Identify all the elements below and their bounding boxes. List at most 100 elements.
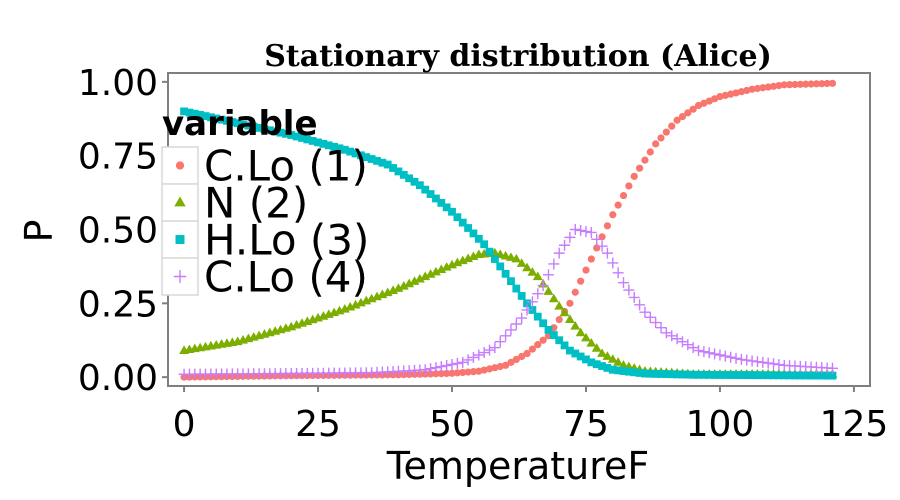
data-point [496,362,504,371]
data-point [748,85,756,93]
data-point [634,299,646,311]
data-point [480,366,488,374]
data-point [732,371,740,379]
data-point [469,368,478,376]
data-point [737,371,746,379]
data-point [652,140,660,148]
data-point [785,371,794,380]
data-point [549,331,558,339]
data-point [709,348,721,360]
data-point [527,267,538,276]
data-point [281,129,290,138]
data-point [308,137,317,145]
data-point [699,370,708,379]
data-point [459,368,467,377]
data-point [436,264,447,274]
data-point [451,357,463,369]
data-point [522,262,532,272]
data-point [619,191,628,200]
data-point [437,199,446,207]
data-point [255,124,263,132]
data-point [607,257,619,269]
data-point [587,358,596,367]
data-point [812,80,821,88]
data-point [443,369,451,378]
data-point [490,255,499,263]
data-point [592,360,601,369]
data-point [607,354,618,363]
data-point [534,341,542,349]
data-point [351,149,360,158]
data-point [812,371,821,380]
data-point [753,84,762,93]
data-point [735,353,747,365]
data-point [775,371,783,380]
data-point [410,177,419,186]
data-point [630,368,639,377]
data-point [394,167,403,176]
legend-label: H.Lo (3) [204,216,369,265]
data-point [543,286,554,295]
data-point [399,170,408,179]
data-point [523,349,531,358]
data-point [625,182,633,190]
data-point [684,109,692,117]
data-point [475,367,483,375]
data-point [559,307,570,317]
data-point [442,203,451,212]
data-point [762,357,774,369]
data-point [404,278,415,288]
data-point [628,291,640,303]
data-point [473,349,485,361]
data-point [485,247,494,256]
x-axis: 0 25 50 75 100 125 [173,386,888,445]
data-point [249,122,258,131]
data-point [651,369,660,378]
data-point [518,352,526,361]
data-point [496,262,505,271]
data-point [571,288,579,296]
data-point [802,80,810,88]
data-point [271,127,280,136]
data-point [367,155,376,163]
data-point [435,361,447,373]
data-point [357,151,365,160]
data-point [373,156,381,165]
data-point [721,371,730,379]
data-point [324,141,333,150]
data-point [630,172,638,180]
data-point [575,224,587,236]
data-point [180,107,188,116]
data-point [635,164,644,172]
data-point [624,367,633,376]
data-point [786,81,794,89]
data-point [548,293,559,303]
data-point [613,357,624,366]
data-point [591,343,602,352]
data-point [796,371,805,380]
data-point [657,370,665,378]
data-point [453,369,461,377]
data-point [721,91,729,99]
data-point [559,239,571,251]
data-point [764,371,773,380]
data-point [564,231,576,243]
data-point [201,112,210,121]
data-point [576,352,585,361]
data-point [420,271,431,281]
data-point [516,258,527,267]
data-point [532,271,543,281]
x-tick-label: 75 [563,404,609,445]
data-point [555,315,563,324]
data-point [511,253,522,263]
y-axis: 0.00 0.25 0.50 0.75 1.00 [78,63,168,399]
data-point [596,240,608,252]
data-point [737,88,745,96]
legend-label: N (2) [204,179,308,228]
data-point [564,314,575,323]
data-point [807,80,815,88]
data-point [671,333,683,345]
data-point [217,115,226,124]
data-point [591,233,603,245]
data-point [544,325,553,334]
